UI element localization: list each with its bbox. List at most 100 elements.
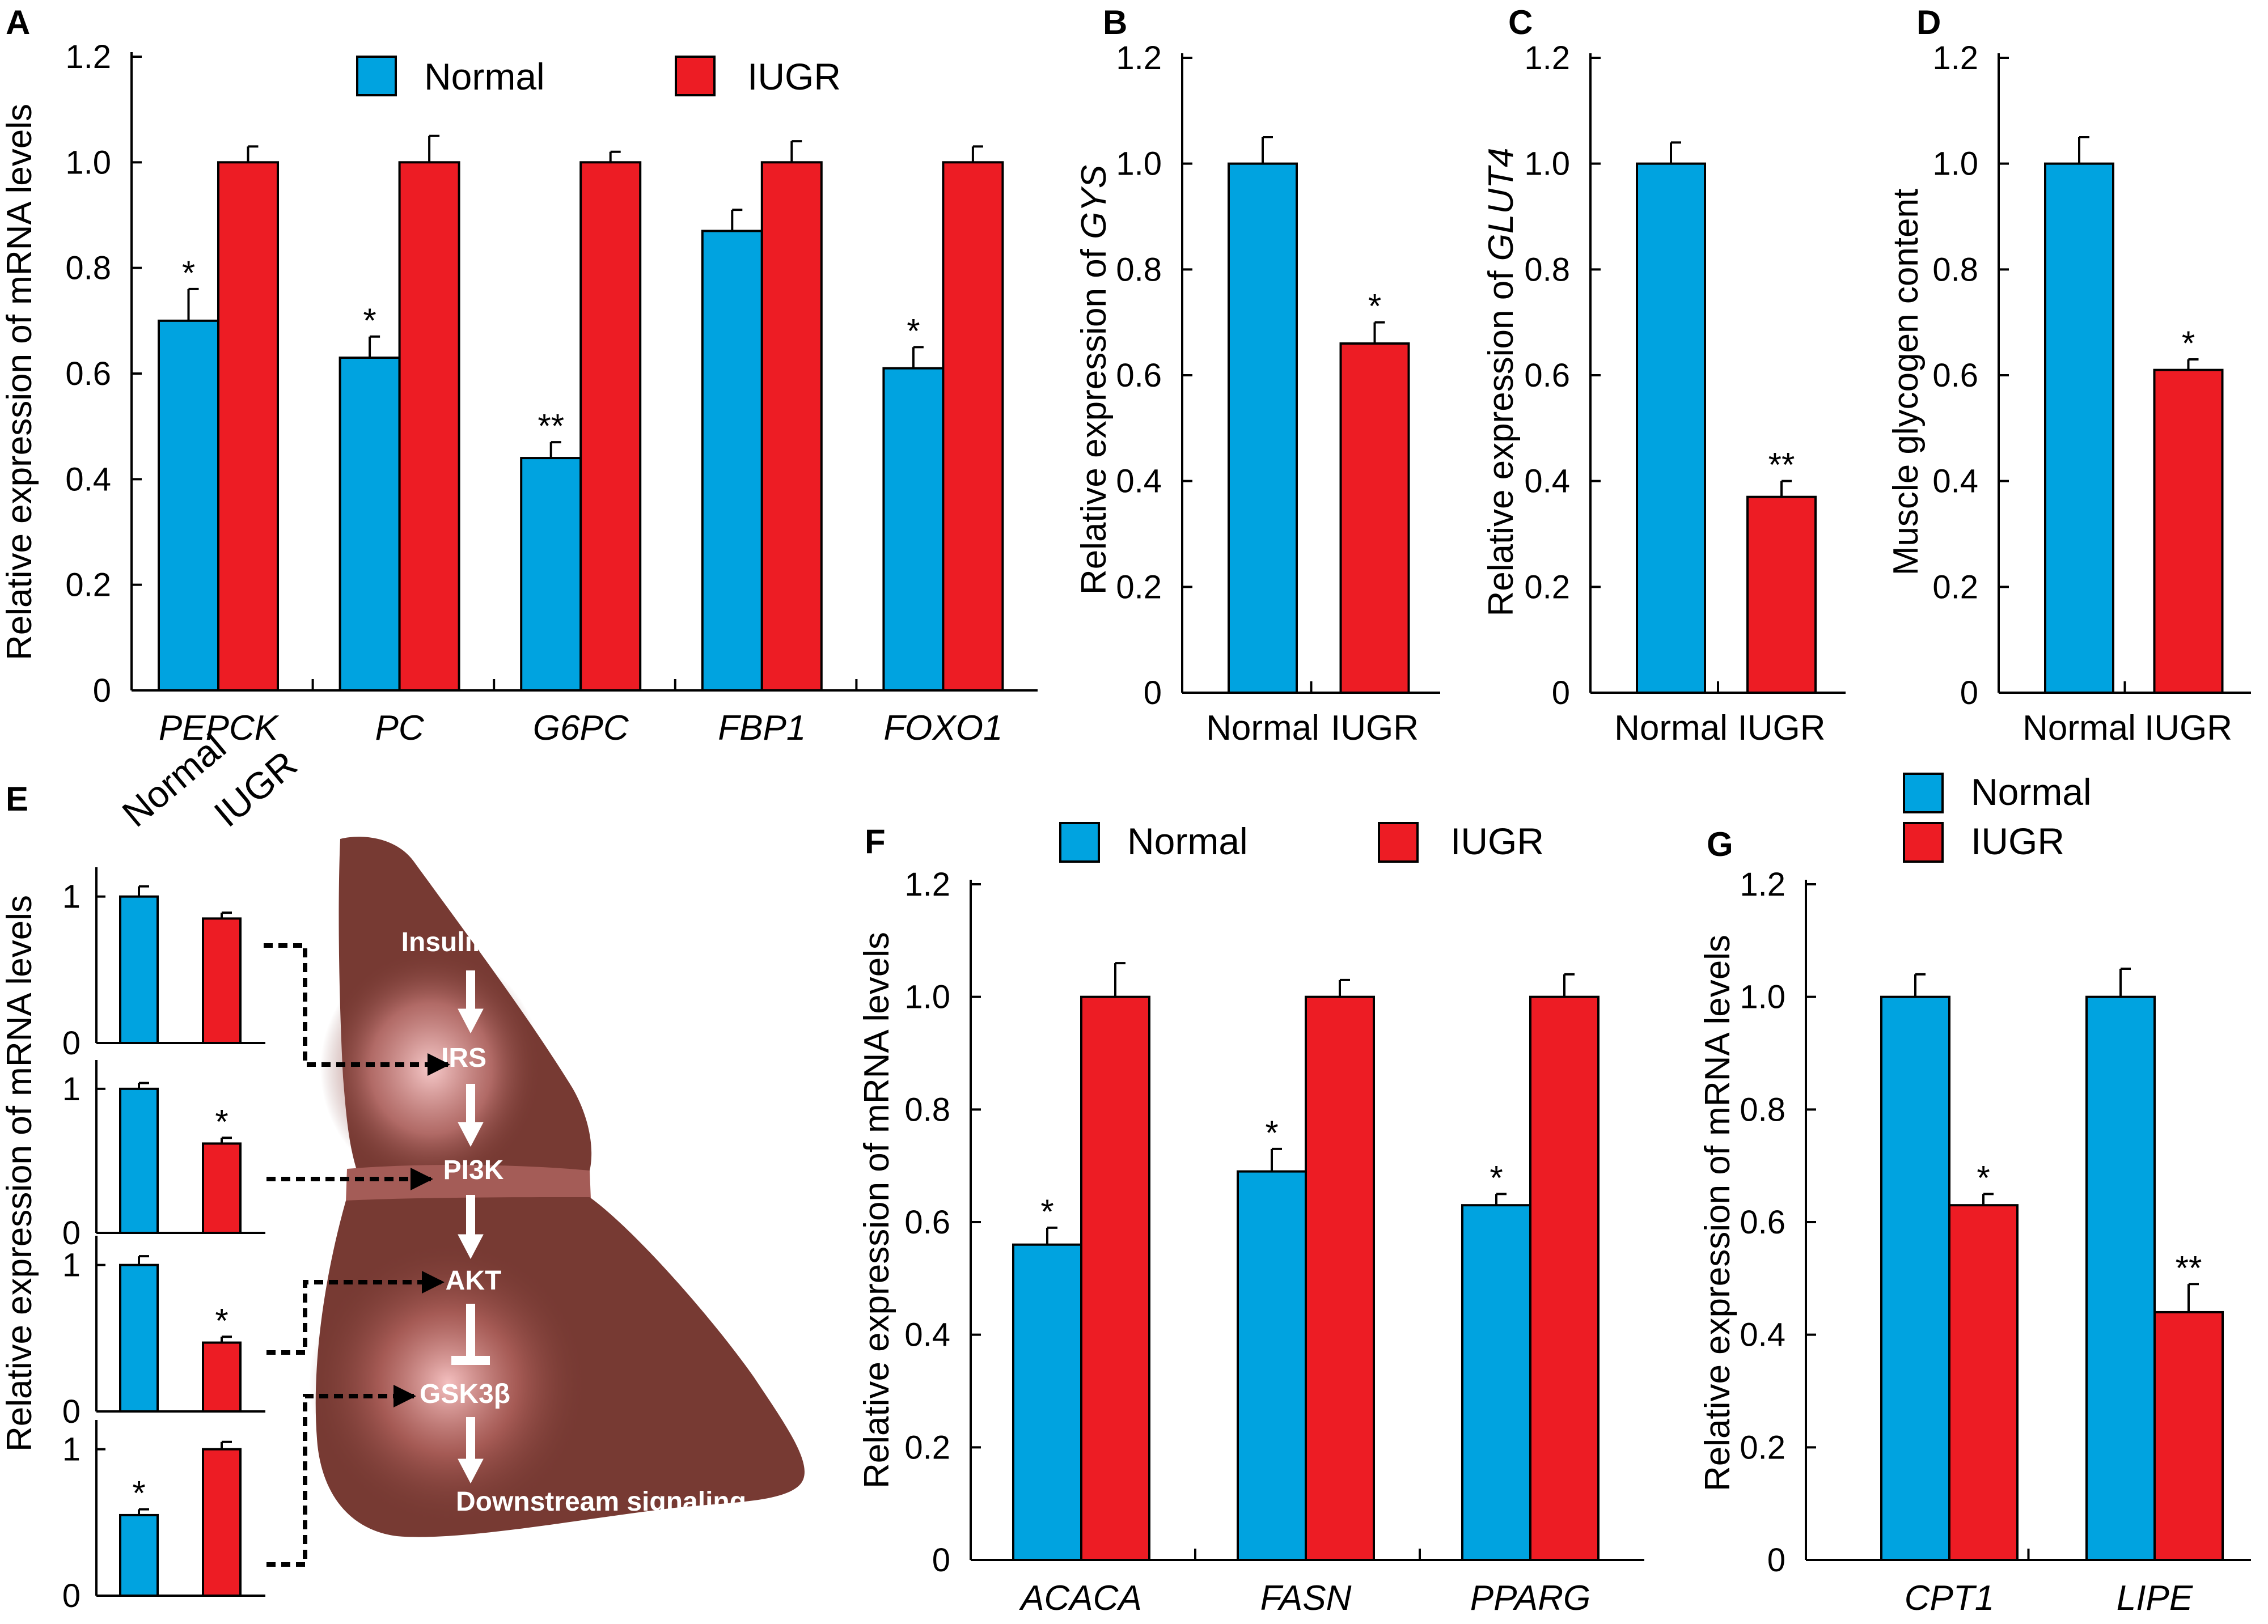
- category-label-b: IUGR: [1331, 709, 1419, 748]
- axes-c: 0 0.2 0.4 0.6 0.8 1.0 1.2: [1524, 40, 1846, 711]
- legend-a-iugr-label: IUGR: [747, 56, 841, 97]
- y-tick-label-d: 0.8: [1932, 251, 1978, 288]
- bar-e-AKT-Normal: [119, 1263, 159, 1413]
- axes-g: 0 0.2 0.4 0.6 0.8 1.0 1.2: [1740, 866, 2251, 1579]
- category-label-c: Normal: [1614, 709, 1728, 748]
- y-axis-label-c-prefix: Relative expression of: [1482, 261, 1521, 616]
- bar-f-FASN-iugr: [1305, 995, 1375, 1561]
- liver-upper-glow: [320, 949, 541, 1188]
- category-label-g: CPT1: [1905, 1579, 1994, 1618]
- significance-a-PEPCK-normal: *: [182, 254, 195, 292]
- y-tick-label-e: 1: [62, 1247, 81, 1284]
- panel-e-connectors: [264, 943, 450, 1567]
- bar-a-FOXO1-iugr: [942, 161, 1004, 692]
- bar-e-AKT-IUGR: [202, 1341, 242, 1413]
- panel-letter-c: C: [1508, 3, 1533, 41]
- bar-a-PEPCK-normal: [158, 319, 219, 692]
- y-tick-label-b: 0.6: [1116, 357, 1162, 394]
- y-tick-label-a: 0.4: [65, 461, 111, 498]
- pathway-pi3k: PI3K: [443, 1155, 504, 1185]
- category-label-g: LIPE: [2117, 1579, 2193, 1618]
- bar-e-PI3K-Normal: [119, 1087, 159, 1235]
- significance-f-FASN-normal: *: [1265, 1114, 1278, 1152]
- legend-a: Normal IUGR: [356, 56, 841, 97]
- y-tick-label-d: 0.6: [1932, 357, 1978, 394]
- bar-c-Normal: [1636, 162, 1706, 694]
- liver-lower-glow: [309, 1241, 587, 1525]
- bar-c-IUGR: [1746, 495, 1817, 694]
- y-tick-label-f: 0: [932, 1542, 950, 1579]
- significance-g-CPT1-iugr: *: [1977, 1159, 1990, 1197]
- y-tick-label-c: 1.2: [1524, 40, 1570, 77]
- bar-f-ACACA-normal: [1012, 1243, 1082, 1562]
- y-tick-label-b: 0.8: [1116, 251, 1162, 288]
- bar-f-FASN-normal: [1237, 1170, 1307, 1562]
- category-label-f: PPARG: [1470, 1579, 1590, 1618]
- y-tick-label-a: 0.8: [65, 250, 111, 287]
- y-tick-label-e: 1: [62, 1431, 81, 1468]
- y-tick-label-d: 0.2: [1932, 569, 1978, 605]
- bar-a-FBP1-iugr: [760, 161, 823, 692]
- bar-b-IUGR: [1339, 342, 1410, 694]
- legend-f-iugr-label: IUGR: [1450, 820, 1544, 862]
- arrow-head-pi3k: [458, 1122, 484, 1147]
- y-tick-label-c: 0.4: [1524, 463, 1570, 500]
- pathway-akt: AKT: [446, 1266, 502, 1296]
- y-tick-label-g: 0.6: [1740, 1204, 1785, 1241]
- liver-illustration: Insulin IRS PI3K AKT GSK3β Downstream si…: [309, 837, 805, 1537]
- y-tick-label-c: 0: [1552, 675, 1570, 711]
- significance-g-LIPE-iugr: **: [2176, 1249, 2202, 1287]
- panel-letter-f: F: [865, 822, 886, 860]
- significance-d-IUGR: *: [2182, 324, 2195, 362]
- bar-b-Normal: [1228, 162, 1298, 694]
- legend-a-normal-swatch: [356, 56, 397, 96]
- pathway-irs: IRS: [441, 1043, 486, 1073]
- y-tick-label-e: 0: [62, 1578, 81, 1614]
- y-tick-label-a: 0.6: [65, 355, 111, 392]
- connector-gsk3b: [266, 1385, 416, 1567]
- y-tick-label-a: 0: [93, 672, 111, 709]
- bar-a-FBP1-normal: [701, 230, 763, 692]
- pathway-arrows: [451, 970, 490, 1484]
- bar-d-Normal: [2044, 162, 2114, 694]
- y-tick-label-g: 0.4: [1740, 1317, 1785, 1354]
- legend-g-iugr-swatch: [1903, 822, 1944, 863]
- y-tick-label-b: 0.4: [1116, 463, 1162, 500]
- y-axis-label-g: Relative expression of mRNA levels: [1698, 935, 1737, 1491]
- y-axis-label-c: Relative expression of GLUT4: [1482, 147, 1521, 616]
- bar-a-G6PC-normal: [520, 457, 582, 692]
- panel-letter-a: A: [6, 3, 30, 41]
- chart-layer: 00.20.40.60.81.01.2*PEPCK*PC**G6PC FBP1*F…: [62, 39, 2251, 1618]
- arrow-head-irs: [458, 1008, 484, 1034]
- y-tick-label-f: 1.2: [904, 866, 950, 903]
- y-tick-label-g: 0.2: [1740, 1429, 1785, 1466]
- y-tick-label-f: 0.6: [904, 1204, 950, 1241]
- bar-e-PI3K-IUGR: [202, 1142, 242, 1234]
- bar-g-LIPE-normal: [2085, 995, 2156, 1561]
- bar-a-PC-iugr: [398, 161, 460, 692]
- legend-g-normal-swatch: [1903, 773, 1944, 813]
- legend-a-normal-label: Normal: [424, 56, 545, 97]
- legend-f-normal-swatch: [1059, 822, 1100, 863]
- y-tick-label-g: 0: [1767, 1542, 1785, 1579]
- legend-f-iugr-swatch: [1378, 822, 1419, 863]
- y-tick-label-e: 1: [62, 879, 81, 915]
- bar-a-PC-normal: [338, 357, 401, 692]
- panel-letter-g: G: [1707, 825, 1733, 863]
- y-axis-label-b: Relative expression of GYS: [1074, 165, 1114, 595]
- y-tick-label-a: 1.2: [65, 39, 111, 75]
- connector-irs: [264, 943, 450, 1076]
- bar-a-G6PC-iugr: [579, 161, 642, 692]
- panel-letter-b: B: [1103, 3, 1127, 41]
- category-label-f: FASN: [1260, 1579, 1352, 1618]
- y-tick-label-c: 0.8: [1524, 251, 1570, 288]
- pathway-gsk3b: GSK3β: [420, 1379, 510, 1409]
- bar-e-IRS-IUGR: [202, 917, 242, 1044]
- pathway-insulin: Insulin: [401, 927, 489, 957]
- y-tick-label-d: 0: [1960, 675, 1978, 711]
- bar-a-PEPCK-iugr: [217, 161, 279, 692]
- y-tick-label-a: 1.0: [65, 144, 111, 181]
- y-axis-label-a: Relative expression of mRNA levels: [0, 104, 39, 660]
- legend-f: Normal IUGR: [1059, 820, 1544, 863]
